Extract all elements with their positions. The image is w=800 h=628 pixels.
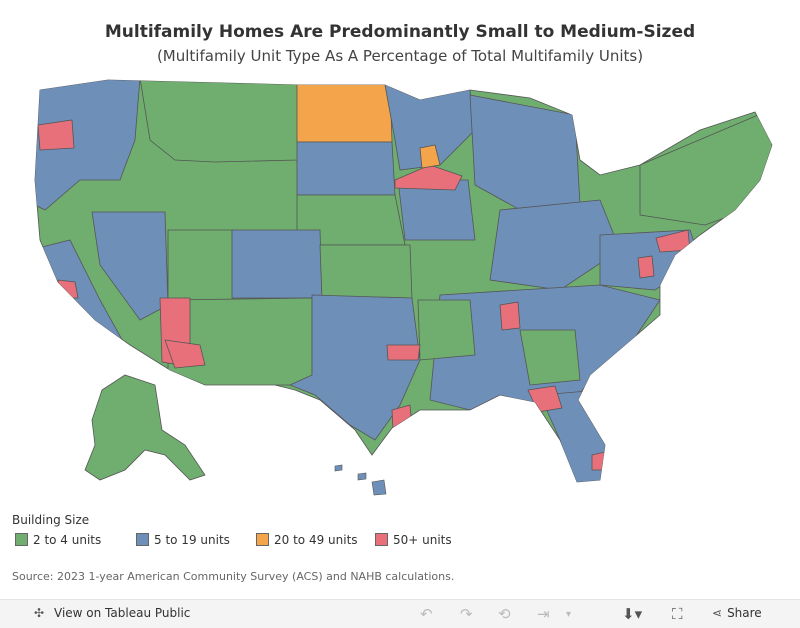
region-sf-red [57,279,79,299]
share-icon: ⋖ [712,606,723,620]
region-oklahoma-red [386,344,421,361]
revert-icon[interactable]: ⟲ [498,605,511,623]
region-great-basin-blue [91,211,169,321]
redo-icon[interactable]: ↷ [460,605,473,623]
fullscreen-icon[interactable]: ⛶ [672,605,683,623]
region-northwest-blue [35,80,141,211]
region-dc-red [637,255,655,279]
contiguous-us-regions [34,79,773,483]
map-title: Multifamily Homes Are Predominantly Smal… [104,22,696,42]
hawaii-oahu [334,464,343,472]
share-button[interactable]: ⋖ Share [712,606,762,620]
map-subtitle: (Multifamily Unit Type As A Percentage o… [156,47,644,65]
legend-label: 50+ units [393,533,452,547]
legend-label: 20 to 49 units [274,533,358,547]
us-map[interactable] [0,0,800,510]
view-on-tableau-label: View on Tableau Public [54,606,191,620]
view-on-tableau-link[interactable]: ✣ View on Tableau Public [34,606,190,620]
region-memphis-red [499,301,521,331]
tableau-toolbar: ✣ View on Tableau Public ↶ ↷ ⟲ ⇥ ▾ ⬇▾ ⛶ ⋖… [0,599,800,628]
hawaii [334,464,387,496]
legend-item-50-plus[interactable]: 50+ units [375,533,452,547]
undo-icon[interactable]: ↶ [420,605,433,623]
region-utah-green [167,229,235,301]
legend-swatch-red [375,533,388,546]
tableau-logo-icon: ✣ [34,606,45,620]
region-north-dakota-orange [296,81,393,143]
region-arizona-red [164,339,206,369]
region-georgia-green [519,329,581,386]
alaska [84,374,206,481]
legend-label: 2 to 4 units [33,533,102,547]
forward-icon[interactable]: ⇥ [537,605,550,623]
region-mn-orange [419,144,441,169]
hawaii-big-island [371,479,387,496]
region-kansas-green [319,244,413,301]
region-texas-blue [288,294,421,441]
region-ohio-valley-blue [489,199,621,291]
region-arkansas-green [417,299,476,361]
region-south-dakota-blue [296,141,396,196]
share-label: Share [727,606,762,620]
legend-title: Building Size [12,513,90,527]
region-montana-green [139,80,301,163]
download-icon[interactable]: ⬇▾ [622,605,643,623]
legend-label: 5 to 19 units [154,533,230,547]
legend-swatch-orange [256,533,269,546]
legend-item-2-4[interactable]: 2 to 4 units [15,533,101,547]
legend-swatch-blue [136,533,149,546]
hawaii-maui [357,472,367,481]
region-seattle-red [37,119,75,151]
alaska-shape [84,374,206,481]
source-note: Source: 2023 1-year American Community S… [12,570,455,583]
legend-item-20-49[interactable]: 20 to 49 units [256,533,358,547]
region-colorado-blue [231,229,323,299]
legend-item-5-19[interactable]: 5 to 19 units [136,533,230,547]
dropdown-icon[interactable]: ▾ [566,609,572,620]
legend-swatch-green [15,533,28,546]
